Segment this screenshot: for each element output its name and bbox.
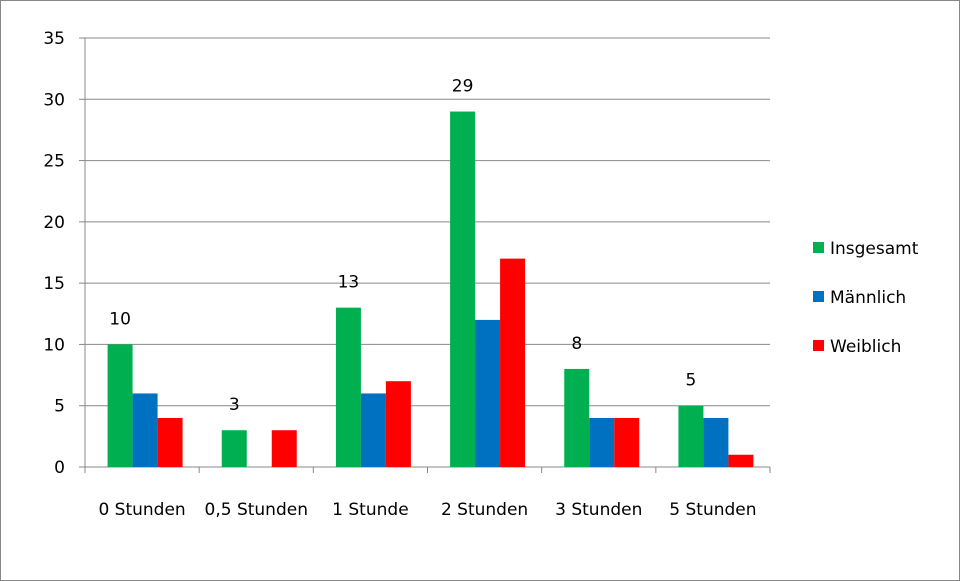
bar	[221, 430, 247, 467]
x-tick-label: 3 Stunden	[555, 500, 642, 520]
legend-label: Weiblich	[830, 337, 901, 357]
bar	[385, 381, 411, 467]
y-tick-label: 10	[43, 335, 65, 355]
data-label: 29	[452, 77, 474, 97]
data-label: 10	[109, 309, 131, 329]
bar	[475, 319, 501, 467]
data-label: 3	[229, 395, 240, 415]
y-tick-label: 0	[54, 458, 65, 478]
x-tick-label: 1 Stunde	[332, 500, 408, 520]
bar	[500, 258, 526, 467]
y-tick-label: 5	[54, 397, 65, 417]
bar	[564, 368, 590, 467]
bar	[728, 454, 754, 467]
data-label: 13	[338, 273, 360, 293]
bar	[157, 417, 183, 467]
legend-label: Männlich	[830, 288, 906, 308]
y-tick-label: 25	[43, 152, 65, 172]
x-tick-label: 0,5 Stunden	[205, 500, 308, 520]
bar	[703, 417, 729, 467]
bar	[335, 307, 361, 467]
bar	[589, 417, 615, 467]
legend-swatch	[813, 340, 824, 351]
bar	[132, 393, 158, 467]
y-tick-label: 30	[43, 90, 65, 110]
data-label: 8	[571, 334, 582, 354]
x-tick-label: 2 Stunden	[441, 500, 528, 520]
y-tick-label: 20	[43, 213, 65, 233]
x-tick-label: 5 Stunden	[669, 500, 756, 520]
legend-label: Insgesamt	[830, 239, 919, 259]
bar	[360, 393, 386, 467]
bar	[450, 111, 476, 468]
bar	[271, 430, 297, 467]
bar	[678, 405, 704, 467]
data-label: 5	[686, 371, 697, 391]
legend-swatch	[813, 242, 824, 253]
x-tick-label: 0 Stunden	[98, 500, 185, 520]
y-tick-label: 15	[43, 274, 65, 294]
bar	[107, 344, 133, 467]
y-tick-label: 35	[43, 29, 65, 49]
bar	[614, 417, 640, 467]
legend-swatch	[813, 291, 824, 302]
